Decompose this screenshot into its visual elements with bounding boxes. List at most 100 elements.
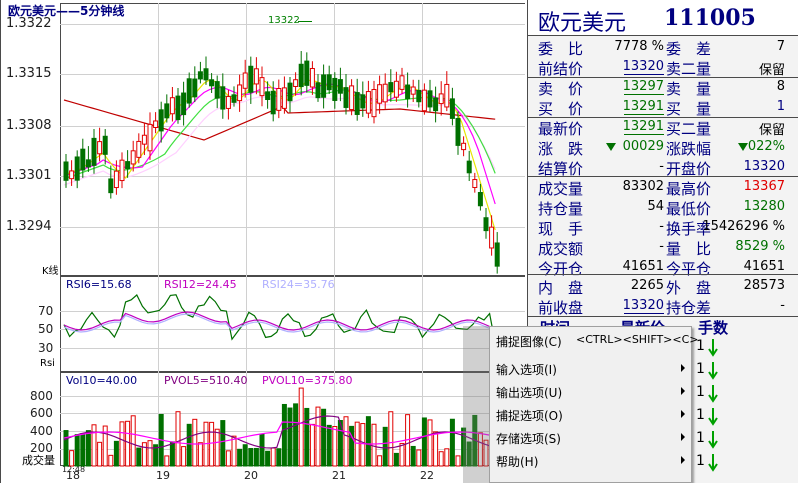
volume-bar (141, 442, 147, 467)
candle-body (444, 83, 450, 108)
volume-bar (337, 420, 343, 467)
context-menu: 捕捉图像(C) <CTRL><SHIFT><C> 输入选项(I) 输出选项(U)… (489, 326, 699, 483)
quote-label: 买 量 (666, 100, 712, 118)
quote-row: 今开仓 41651 今平仓 41651 (528, 257, 798, 278)
menu-item-help[interactable]: 帮助(H) (490, 449, 693, 471)
candle-body (242, 72, 248, 89)
candle-body (315, 82, 321, 99)
tick-row: 1 (528, 382, 798, 405)
candle-body (483, 217, 489, 232)
volume-bar (164, 455, 170, 467)
quote-separator (528, 176, 798, 177)
candle-body (147, 123, 153, 152)
quote-value: 13291 (622, 119, 664, 134)
volume-bar (382, 426, 388, 467)
candle-body (276, 88, 282, 111)
volume-bar (365, 416, 371, 467)
quote-row: 卖 价 13297 卖 量 8 (528, 77, 798, 98)
quote-value: 83302 (622, 179, 664, 194)
candle-body (253, 68, 259, 85)
volume-bar (438, 451, 444, 467)
quote-value: 28573 (743, 278, 785, 293)
grid-line (60, 176, 525, 177)
candle-body (393, 80, 399, 98)
candle-body (181, 92, 187, 116)
volume-bar (315, 406, 321, 467)
candle-body (489, 226, 495, 249)
volume-bar (455, 455, 461, 467)
day-divider (246, 3, 247, 466)
quote-value: 15426296 % (702, 219, 785, 234)
volume-bar (225, 450, 231, 467)
candle-body (169, 97, 175, 115)
quote-value: 13320 (622, 59, 664, 74)
candle-body (85, 159, 91, 168)
volume-bar (74, 434, 80, 467)
volume-bar (433, 431, 439, 467)
candle-body (433, 97, 439, 112)
quote-label: 换手率 (666, 220, 712, 238)
kline-y-tick: 1.3294 (6, 219, 52, 234)
rsi6-line (63, 294, 496, 344)
quote-label: 结算价 (538, 160, 584, 178)
volume-bar (377, 455, 383, 467)
down-arrow-icon (606, 143, 616, 151)
candle-body (382, 83, 388, 103)
volume-bar (209, 421, 215, 467)
candle-body (119, 159, 125, 182)
quote-separator (528, 117, 798, 118)
quote-label: 委 比 (538, 40, 584, 58)
menu-item-label: 输出选项(U) (496, 386, 563, 400)
candle-body (321, 74, 327, 98)
tick-row: 1 (528, 451, 798, 474)
grid-line (60, 396, 525, 397)
menu-item-capture-image[interactable]: 捕捉图像(C) <CTRL><SHIFT><C> (490, 329, 699, 351)
chart-area[interactable]: 欧元美元——5分钟线 1.3322 1.3315 1.3308 1.3301 1… (0, 0, 525, 483)
candle-body (449, 98, 455, 119)
quote-label: 涨 跌 (538, 140, 584, 158)
quote-value: 13367 (743, 179, 785, 194)
volume-bar (360, 423, 366, 467)
candle-body (175, 95, 181, 121)
menu-item-label: 存储选项(S) (496, 432, 561, 446)
quote-label: 开盘价 (666, 160, 712, 178)
volume-bar (304, 407, 310, 467)
volume-bar (231, 435, 237, 467)
quote-value: 8 (776, 79, 785, 94)
quote-label: 持仓差 (666, 299, 712, 317)
tick-lots: 1 (696, 453, 705, 469)
candle-body (287, 82, 293, 102)
volume-bar (466, 441, 472, 467)
quote-value: 022% (747, 139, 785, 154)
candle-body (298, 63, 304, 88)
chart-left-border (0, 0, 1, 483)
instrument-name: 欧元美元 (538, 11, 627, 36)
volume-bar (421, 417, 427, 467)
menu-item-capture-options[interactable]: 捕捉选项(O) (490, 403, 693, 425)
candle-body (265, 91, 271, 100)
candle-body (220, 86, 226, 110)
candle-body (416, 89, 422, 103)
tick-row: 1 (528, 428, 798, 451)
menu-item-output-options[interactable]: 输出选项(U) (490, 380, 693, 402)
down-arrow-icon (708, 362, 718, 380)
candle-body (477, 192, 483, 207)
volume-bar (483, 439, 489, 467)
rsi24-line (63, 313, 496, 338)
x-tick-small: 12:48 (62, 465, 86, 474)
tick-row: 1 (528, 336, 798, 359)
menu-item-storage-options[interactable]: 存储选项(S) (490, 426, 693, 448)
volume-bar (97, 441, 103, 467)
candle-body (209, 79, 215, 87)
kline-y-tick: 1.3322 (6, 16, 52, 31)
menu-item-input-options[interactable]: 输入选项(I) (490, 357, 693, 379)
candle-body (186, 78, 192, 104)
candle-body (97, 141, 103, 155)
quote-value: 13320 (622, 298, 664, 313)
kline-y-tick: 1.3301 (6, 168, 52, 183)
candle-body (69, 170, 75, 180)
volume-bar (270, 447, 276, 467)
volume-bar (477, 432, 483, 467)
quote-row: 涨 跌 00029 涨跌幅 022% (528, 137, 798, 158)
candle-body (326, 74, 332, 91)
